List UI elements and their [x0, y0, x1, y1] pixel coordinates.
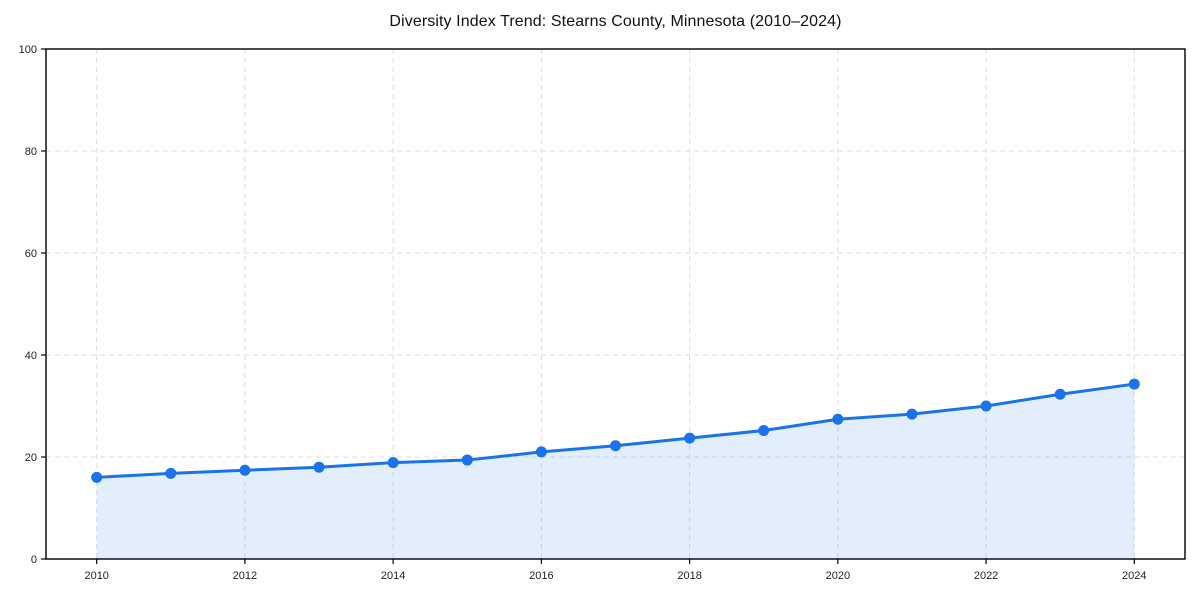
data-point-marker	[684, 432, 696, 444]
data-point-marker	[91, 471, 103, 483]
y-axis-tick-label: 20	[25, 452, 37, 464]
data-point-marker	[535, 446, 547, 458]
data-point-marker	[1054, 388, 1066, 400]
x-axis-tick-label: 2022	[974, 570, 998, 582]
x-axis-tick-label: 2020	[826, 570, 850, 582]
y-axis-tick-label: 100	[19, 44, 37, 56]
data-point-marker	[1128, 378, 1140, 390]
data-point-marker	[313, 461, 325, 473]
y-axis-tick-label: 40	[25, 350, 37, 362]
data-point-marker	[387, 457, 399, 469]
data-point-marker	[461, 454, 473, 466]
data-point-marker	[832, 413, 844, 425]
y-axis-tick-label: 0	[31, 554, 37, 566]
data-point-marker	[758, 424, 770, 436]
data-point-marker	[239, 464, 251, 476]
data-point-marker	[906, 408, 918, 420]
series-area-fill	[96, 384, 1135, 559]
x-axis-tick-label: 2012	[233, 570, 257, 582]
x-axis-tick-label: 2010	[84, 570, 108, 582]
data-point-marker	[165, 467, 177, 479]
chart-title: Diversity Index Trend: Stearns County, M…	[389, 13, 842, 30]
data-point-marker	[610, 440, 621, 452]
x-axis-tick-label: 2024	[1122, 570, 1146, 582]
y-axis-tick-label: 60	[25, 248, 37, 260]
x-axis-tick-label: 2014	[381, 570, 405, 582]
x-axis-tick-label: 2016	[529, 570, 553, 582]
plot-frame	[45, 48, 1186, 560]
y-axis-tick-label: 80	[25, 146, 37, 158]
x-axis-tick-label: 2018	[677, 570, 701, 582]
data-point-marker	[980, 400, 992, 412]
